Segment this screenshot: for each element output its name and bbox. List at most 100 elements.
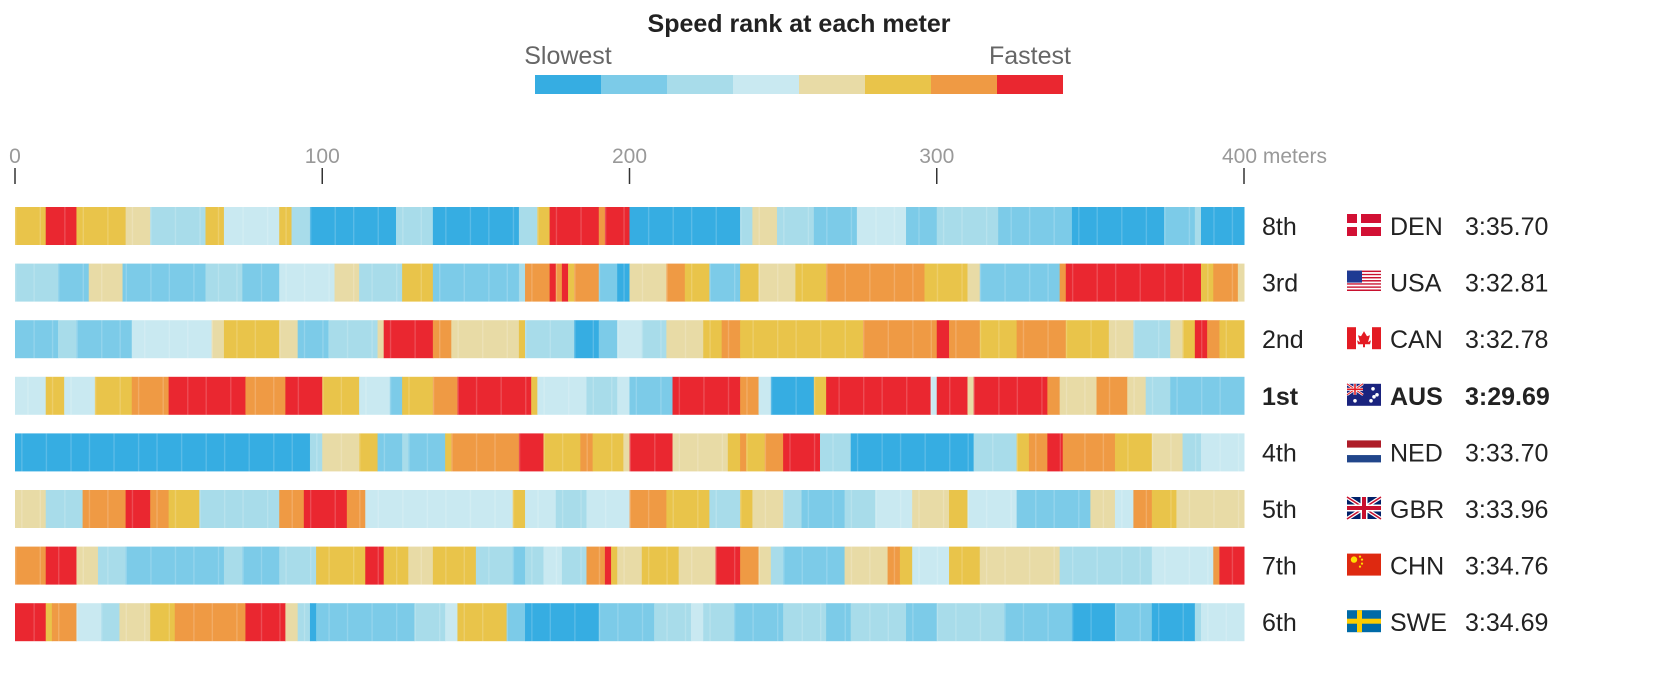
speed-segment: [279, 546, 317, 585]
speed-segment: [783, 546, 846, 585]
speed-segment: [1065, 263, 1202, 302]
speed-segment: [844, 546, 889, 585]
x-tick-label-200: 200: [612, 145, 647, 168]
speed-segment: [617, 546, 643, 585]
speed-bar: [15, 263, 1245, 302]
speed-segment: [629, 433, 674, 472]
speed-segment: [727, 433, 741, 472]
speed-segment: [131, 320, 213, 359]
speed-segment: [15, 207, 47, 245]
speed-segment: [150, 603, 176, 642]
speed-segment: [709, 490, 741, 528]
speed-bar: [15, 433, 1245, 472]
australia-flag-icon: [1346, 382, 1381, 406]
speed-segment: [629, 490, 667, 528]
speed-segment: [1145, 376, 1171, 415]
speed-segment: [1016, 320, 1067, 359]
speed-segment: [525, 603, 600, 642]
finish-time: 3:29.69: [1465, 383, 1550, 411]
speed-segment: [776, 207, 815, 245]
speed-segment: [930, 376, 938, 415]
speed-segment: [242, 263, 280, 302]
country-code: GBR: [1390, 496, 1444, 524]
speed-segment: [654, 603, 692, 642]
speed-segment: [721, 320, 741, 359]
speed-segment: [1151, 490, 1177, 528]
speed-segment: [408, 433, 446, 472]
speed-segment: [395, 207, 434, 245]
speed-segment: [432, 207, 520, 245]
legend-swatch-6: [931, 75, 997, 94]
speed-segment: [512, 546, 526, 585]
speed-segment: [334, 263, 360, 302]
speed-segment: [543, 546, 563, 585]
x-tick-label-400: 400 meters: [1222, 145, 1327, 168]
speed-segment: [45, 376, 65, 415]
speed-segment: [1047, 376, 1061, 415]
speed-segment: [973, 433, 1018, 472]
country-code: AUS: [1390, 383, 1443, 411]
country-code: SWE: [1390, 609, 1447, 637]
speed-segment: [1004, 603, 1073, 642]
speed-segment: [279, 320, 299, 359]
x-tick-label-0: 0: [9, 145, 21, 168]
speed-segment: [819, 433, 852, 472]
speed-segment: [709, 263, 741, 302]
speed-segment: [1114, 433, 1153, 472]
x-axis: 0 100 200 300 400 meters: [9, 145, 1327, 184]
speed-segment: [1047, 433, 1064, 472]
speed-segment: [967, 376, 975, 415]
speed-segment: [245, 376, 286, 415]
speed-segment: [740, 207, 753, 245]
speed-segment: [76, 603, 102, 642]
speed-segment: [125, 490, 151, 528]
country-code: CAN: [1390, 326, 1443, 354]
speed-segment: [850, 603, 907, 642]
speed-segment: [1213, 263, 1239, 302]
speed-segment: [924, 263, 968, 302]
speed-segment: [15, 263, 59, 302]
speed-segment: [389, 376, 403, 415]
speed-segment: [1207, 320, 1220, 359]
team-row-ned: 4th NED 3:33.70: [15, 433, 1548, 472]
speed-segment: [15, 490, 47, 528]
speed-segment: [617, 320, 643, 359]
uk-flag-icon: [1345, 495, 1383, 521]
speed-segment: [623, 433, 630, 472]
speed-segment: [58, 320, 77, 359]
speed-segment: [1151, 603, 1196, 642]
speed-segment: [887, 546, 901, 585]
speed-segment: [912, 490, 950, 528]
speed-segment: [432, 320, 452, 359]
speed-segment: [1182, 433, 1202, 472]
team-row-gbr: 5th GBR 3:33.96: [15, 490, 1548, 528]
speed-segment: [365, 546, 385, 585]
speed-segment: [586, 490, 630, 528]
speed-segment: [119, 603, 151, 642]
speed-segment: [813, 376, 827, 415]
team-row-can: 2nd CAN 3:32.78: [15, 320, 1548, 359]
speed-segment: [666, 490, 710, 528]
speed-segment: [285, 603, 299, 642]
legend-swatch-0: [535, 75, 601, 94]
team-rows: 8th DEN 3:35.70 3rd USA 3:32.81 2nd CAN 3:32.78 1…: [15, 207, 1550, 642]
speed-segment: [223, 546, 243, 585]
speed-segment: [1200, 433, 1245, 472]
speed-segment: [122, 263, 206, 302]
speed-segment: [1194, 320, 1208, 359]
speed-segment: [525, 320, 575, 359]
speed-segment: [223, 320, 280, 359]
rank-label: 4th: [1262, 439, 1297, 467]
team-row-swe: 6th SWE 3:34.69: [15, 603, 1548, 642]
speed-segment: [979, 263, 1061, 302]
speed-segment: [150, 207, 206, 245]
speed-segment: [445, 603, 458, 642]
speed-segment: [328, 320, 379, 359]
finish-time: 3:33.96: [1465, 496, 1548, 524]
speed-segment: [936, 376, 968, 415]
speed-segment: [279, 263, 336, 302]
speed-segment: [1170, 376, 1245, 415]
speed-segment: [432, 376, 458, 415]
speed-segment: [346, 490, 366, 528]
